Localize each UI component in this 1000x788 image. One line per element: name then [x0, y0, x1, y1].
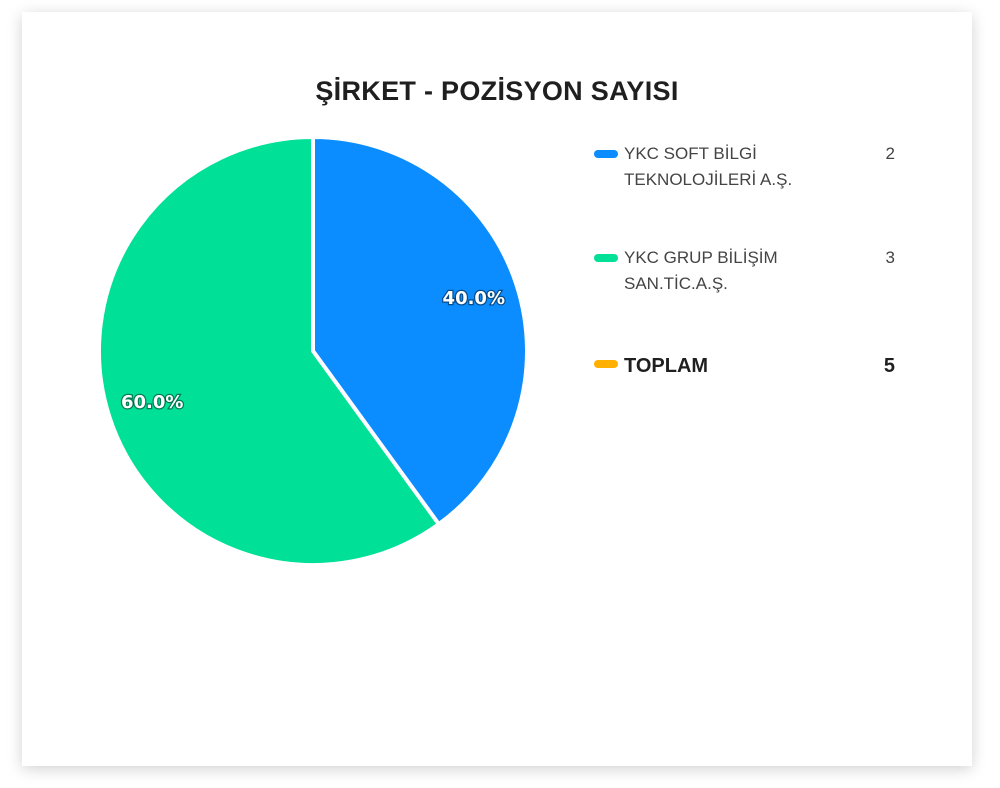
legend-label-line2: TEKNOLOJİLERİ A.Ş. [624, 170, 793, 189]
legend-label-line2: SAN.TİC.A.Ş. [624, 274, 728, 293]
legend-swatch-ykc-soft [594, 150, 618, 158]
legend-label-line1: YKC SOFT BİLGİ [624, 144, 757, 163]
legend-total-value: 5 [883, 355, 895, 377]
pie-slice-label-0: 40.0% [443, 288, 505, 309]
legend-value-ykc-soft: 2 [885, 144, 895, 163]
legend-total-label: TOPLAM [624, 355, 709, 377]
chart-title: ŞİRKET - POZİSYON SAYISI [315, 76, 679, 106]
legend-swatch-total [594, 360, 618, 368]
pie-chart: 40.0% 60.0% [97, 135, 529, 567]
legend-swatch-ykc-grup [594, 254, 618, 262]
pie-slice-label-1: 60.0% [121, 392, 183, 413]
pie-slice-1[interactable] [97, 135, 441, 567]
pie-slice-0[interactable] [311, 135, 529, 527]
legend-value-ykc-grup: 3 [885, 248, 895, 267]
chart-card: ŞİRKET - POZİSYON SAYISI 40.0% 60.0% YKC … [22, 12, 972, 766]
legend-label-line1: YKC GRUP BİLİŞİM [624, 248, 778, 267]
